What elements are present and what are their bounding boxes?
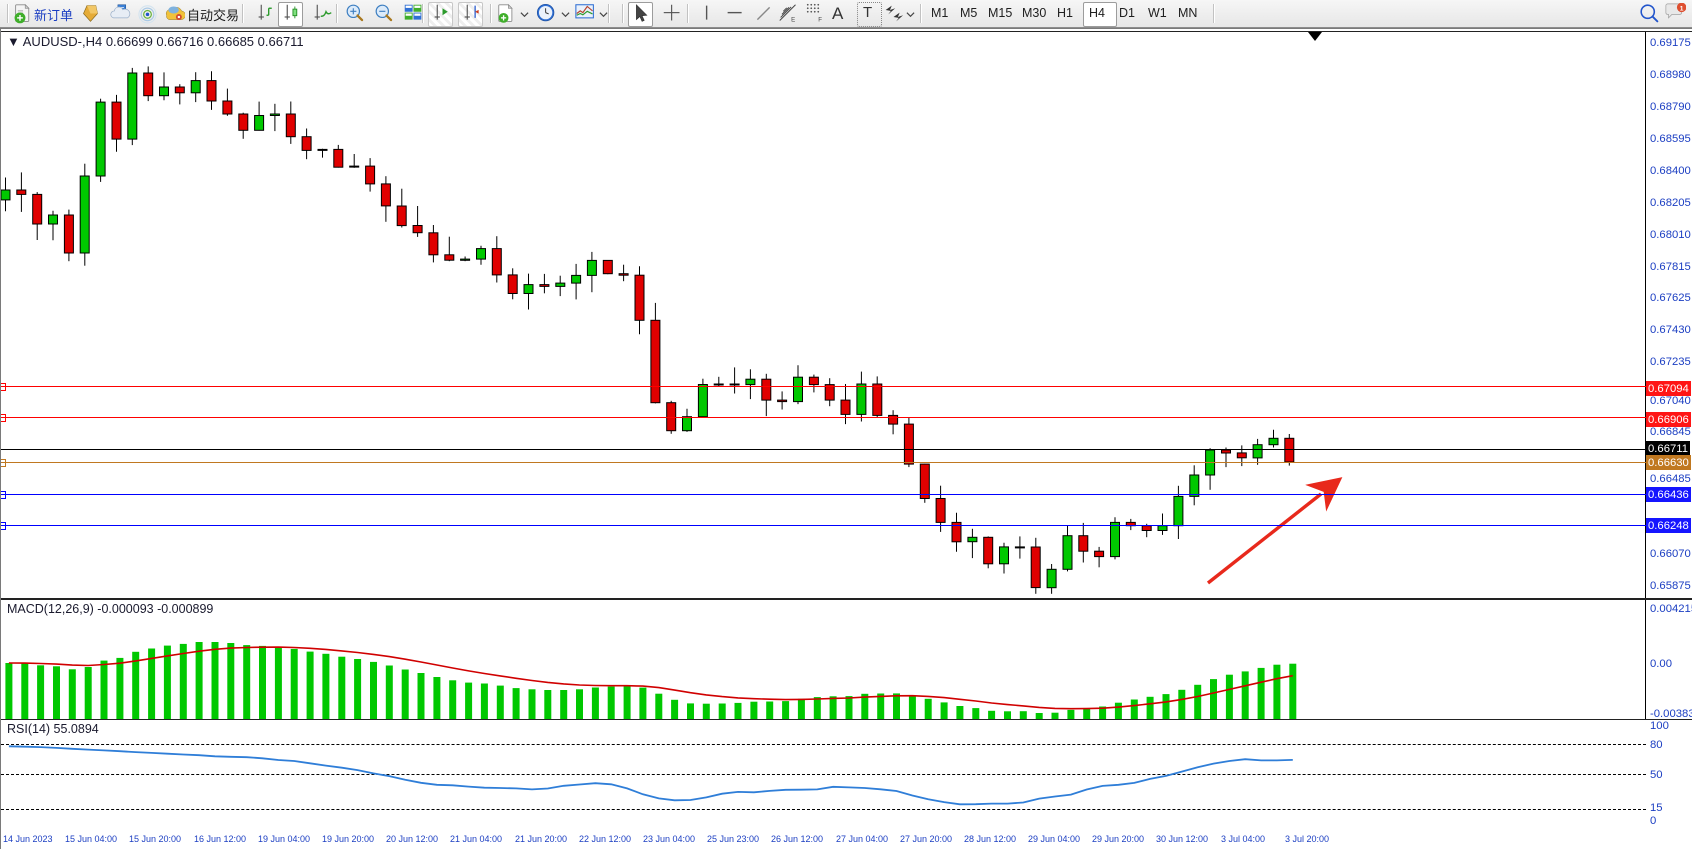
svg-text:E: E: [791, 16, 795, 23]
svg-text:1: 1: [1680, 5, 1684, 12]
svg-text:F: F: [818, 16, 822, 23]
